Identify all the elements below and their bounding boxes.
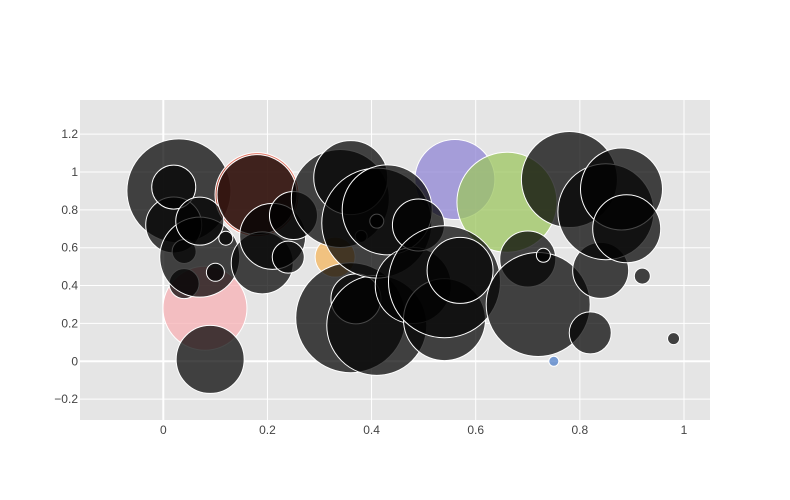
x-tick-label: 0.4	[363, 423, 380, 437]
bubble-point	[548, 355, 560, 367]
bubble-point	[175, 196, 225, 246]
bubble-point	[592, 194, 662, 264]
y-tick-label: 1	[71, 165, 78, 179]
x-axis-tick-labels: 0 0.2 0.4 0.6 0.8 1	[160, 423, 688, 437]
y-tick-label: 0.4	[61, 279, 78, 293]
bubble-point	[205, 262, 225, 282]
bubble-point	[175, 324, 245, 394]
x-tick-label: 0.8	[571, 423, 588, 437]
y-tick-label: 0.8	[61, 203, 78, 217]
y-tick-label: 0.6	[61, 241, 78, 255]
x-tick-label: 0.6	[467, 423, 484, 437]
bubble-point	[667, 332, 681, 346]
y-tick-label: 0.2	[61, 316, 78, 330]
bubble-point	[271, 240, 305, 274]
data-points	[126, 131, 681, 394]
x-tick-label: 0	[160, 423, 167, 437]
y-axis-tick-labels: −0.2 0 0.2 0.4 0.6 0.8 1 1.2	[54, 127, 78, 406]
bubble-point	[633, 267, 651, 285]
x-tick-label: 1	[681, 423, 688, 437]
bubble-point	[535, 247, 551, 263]
x-tick-label: 0.2	[259, 423, 276, 437]
y-tick-label: 1.2	[61, 127, 78, 141]
bubble-point	[218, 230, 234, 246]
y-tick-label: 0	[71, 354, 78, 368]
bubble-point	[151, 164, 197, 210]
bubble-point	[568, 311, 612, 355]
bubble-point	[426, 236, 494, 304]
y-tick-label: −0.2	[54, 392, 78, 406]
